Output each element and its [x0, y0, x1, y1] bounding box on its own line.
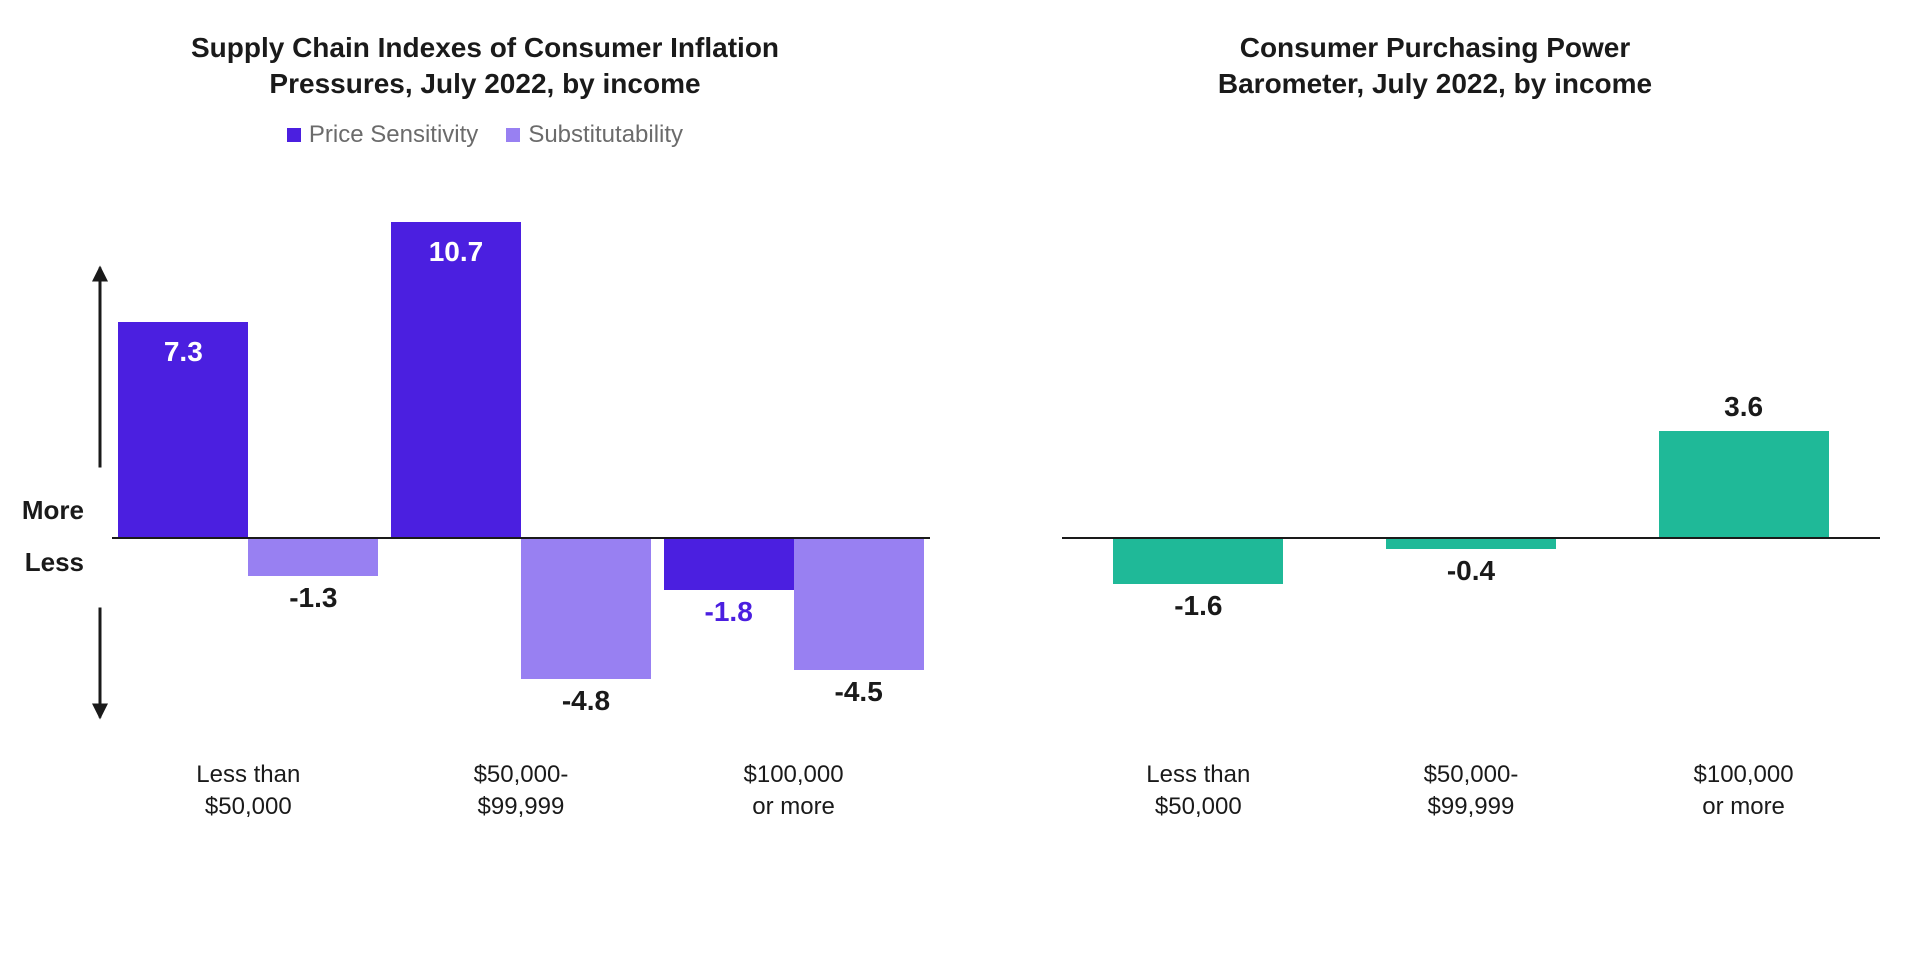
- legend-label: Substitutability: [528, 121, 683, 149]
- x-label-line: or more: [1702, 793, 1785, 820]
- bar-value-label: -1.6: [1174, 590, 1222, 622]
- right-plot-wrap: -1.6 -0.4 3.6: [990, 169, 1880, 729]
- x-label: $100,000 or more: [657, 759, 930, 824]
- y-axis-spacer: [990, 169, 1062, 729]
- legend-item-substitutability: Substitutability: [506, 121, 683, 149]
- legend-swatch: [506, 128, 520, 142]
- bar-group: 3.6: [1607, 169, 1880, 729]
- x-label-line: $99,999: [478, 793, 565, 820]
- bar: 3.6: [1659, 431, 1829, 537]
- bar-value-label: 7.3: [164, 336, 203, 368]
- x-label-line: $50,000: [205, 793, 292, 820]
- bar: -1.6: [1113, 537, 1283, 584]
- left-plot-wrap: More Less 7.3-1.310.7-4.8-1.8-4.5: [40, 169, 930, 729]
- x-label-line: $99,999: [1428, 793, 1515, 820]
- x-label: $50,000- $99,999: [385, 759, 658, 824]
- x-label-line: $50,000: [1155, 793, 1242, 820]
- bar-group: 7.3 -1.3: [112, 169, 385, 729]
- charts-row: Supply Chain Indexes of Consumer Inflati…: [40, 30, 1880, 930]
- right-x-labels: Less than $50,000 $50,000- $99,999 $100,…: [1062, 759, 1880, 824]
- bar: -4.8: [521, 537, 651, 678]
- right-plot: -1.6 -0.4 3.6: [1062, 169, 1880, 729]
- x-label: Less than $50,000: [112, 759, 385, 824]
- bar: -4.5: [794, 537, 924, 670]
- bar-group: -0.4: [1335, 169, 1608, 729]
- y-label-more: More: [22, 495, 84, 526]
- bar: 7.3: [118, 322, 248, 537]
- y-axis: More Less: [40, 169, 112, 729]
- bar-value-label: 3.6: [1724, 391, 1763, 423]
- legend-item-price-sensitivity: Price Sensitivity: [287, 121, 478, 149]
- x-label-line: $50,000-: [1424, 761, 1519, 788]
- zero-line: [1062, 537, 1880, 539]
- legend-label: Price Sensitivity: [309, 121, 478, 149]
- x-label: $50,000- $99,999: [1335, 759, 1608, 824]
- left-x-labels: Less than $50,000 $50,000- $99,999 $100,…: [112, 759, 930, 824]
- title-line: Consumer Purchasing Power: [1240, 32, 1631, 63]
- bar-group: 10.7 -4.8: [385, 169, 658, 729]
- right-chart: Consumer Purchasing Power Barometer, Jul…: [990, 30, 1880, 824]
- right-chart-legend: [990, 121, 1880, 149]
- title-line: Pressures, July 2022, by income: [269, 68, 700, 99]
- bar-value-label: -1.8: [705, 596, 753, 628]
- y-axis-arrows-icon: [88, 169, 112, 729]
- x-label-line: or more: [752, 793, 835, 820]
- x-label-line: Less than: [196, 761, 300, 788]
- zero-line: [112, 537, 930, 539]
- left-chart-legend: Price Sensitivity Substitutability: [40, 121, 930, 149]
- bar: 10.7: [391, 222, 521, 537]
- x-label-line: $100,000: [1694, 761, 1794, 788]
- bar-value-label: -0.4: [1447, 555, 1495, 587]
- left-chart-title: Supply Chain Indexes of Consumer Inflati…: [40, 30, 930, 103]
- x-label-line: $50,000-: [474, 761, 569, 788]
- bar-value-label: -1.3: [289, 582, 337, 614]
- left-plot: 7.3-1.310.7-4.8-1.8-4.5: [112, 169, 930, 729]
- bar-value-label: 10.7: [429, 236, 484, 268]
- x-label: $100,000 or more: [1607, 759, 1880, 824]
- right-chart-title: Consumer Purchasing Power Barometer, Jul…: [990, 30, 1880, 103]
- x-label-line: $100,000: [744, 761, 844, 788]
- y-label-less: Less: [25, 547, 84, 578]
- title-line: Supply Chain Indexes of Consumer Inflati…: [191, 32, 779, 63]
- x-label-line: Less than: [1146, 761, 1250, 788]
- bar-group: -1.8-4.5: [657, 169, 930, 729]
- bar: -1.8: [664, 537, 794, 590]
- bar-value-label: -4.8: [562, 685, 610, 717]
- legend-swatch: [287, 128, 301, 142]
- bar-value-label: -4.5: [835, 676, 883, 708]
- left-chart: Supply Chain Indexes of Consumer Inflati…: [40, 30, 930, 824]
- bar: -1.3: [248, 537, 378, 575]
- x-label: Less than $50,000: [1062, 759, 1335, 824]
- bar-group: -1.6: [1062, 169, 1335, 729]
- title-line: Barometer, July 2022, by income: [1218, 68, 1652, 99]
